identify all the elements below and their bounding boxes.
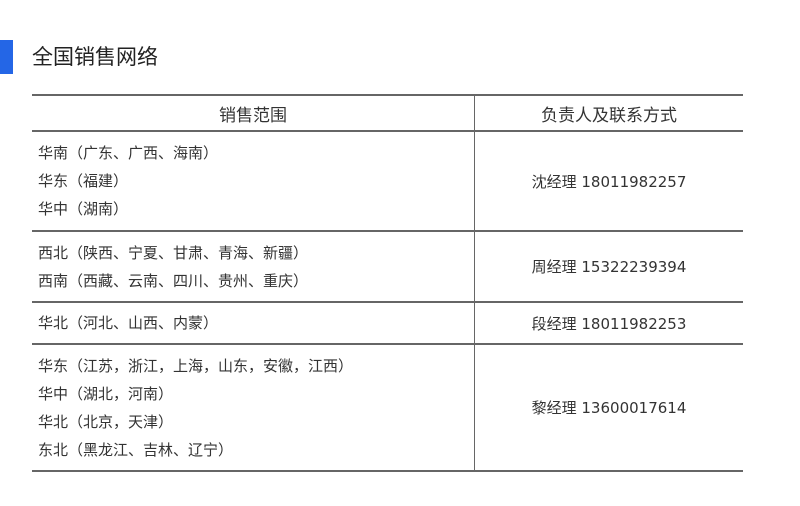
sales-network-table: 销售范围 负责人及联系方式 华南（广东、广西、海南） 华东（福建） 华中（湖南）…	[32, 94, 743, 472]
regions-cell: 华东（江苏，浙江，上海，山东，安徽，江西） 华中（湖北，河南） 华北（北京，天津…	[32, 343, 475, 472]
regions-cell: 华南（广东、广西、海南） 华东（福建） 华中（湖南）	[32, 130, 475, 232]
contact-cell: 沈经理 18011982257	[474, 130, 743, 232]
region-line: 华北（河北、山西、内蒙）	[38, 314, 219, 332]
region-line: 西北（陕西、宁夏、甘肃、青海、新疆）	[38, 243, 309, 262]
contact-cell: 段经理 18011982253	[474, 301, 743, 345]
region-line: 华东（江苏，浙江，上海，山东，安徽，江西）	[38, 356, 354, 375]
region-line: 华中（湖南）	[38, 200, 129, 218]
region-line: 东北（黑龙江、吉林、辽宁）	[38, 440, 234, 459]
table-row: 西北（陕西、宁夏、甘肃、青海、新疆） 西南（西藏、云南、四川、贵州、重庆） 周经…	[32, 230, 743, 303]
region-line: 华东（福建）	[38, 172, 129, 190]
region-line: 西南（西藏、云南、四川、贵州、重庆）	[38, 271, 309, 290]
table-row: 华北（河北、山西、内蒙） 段经理 18011982253	[32, 301, 743, 345]
table-header-row: 销售范围 负责人及联系方式	[32, 94, 743, 132]
region-line: 华北（北京，天津）	[38, 412, 174, 431]
section-accent-bar	[0, 40, 13, 74]
regions-cell: 华北（河北、山西、内蒙）	[32, 301, 475, 345]
region-line: 华南（广东、广西、海南）	[38, 144, 219, 162]
contact-cell: 黎经理 13600017614	[474, 343, 743, 472]
header-sales-range: 销售范围	[32, 94, 475, 132]
header-contact: 负责人及联系方式	[474, 94, 743, 132]
regions-cell: 西北（陕西、宁夏、甘肃、青海、新疆） 西南（西藏、云南、四川、贵州、重庆）	[32, 230, 475, 303]
table-row: 华东（江苏，浙江，上海，山东，安徽，江西） 华中（湖北，河南） 华北（北京，天津…	[32, 343, 743, 472]
page-title: 全国销售网络	[32, 45, 158, 69]
region-line: 华中（湖北，河南）	[38, 384, 174, 403]
table-row: 华南（广东、广西、海南） 华东（福建） 华中（湖南） 沈经理 180119822…	[32, 130, 743, 232]
contact-cell: 周经理 15322239394	[474, 230, 743, 303]
